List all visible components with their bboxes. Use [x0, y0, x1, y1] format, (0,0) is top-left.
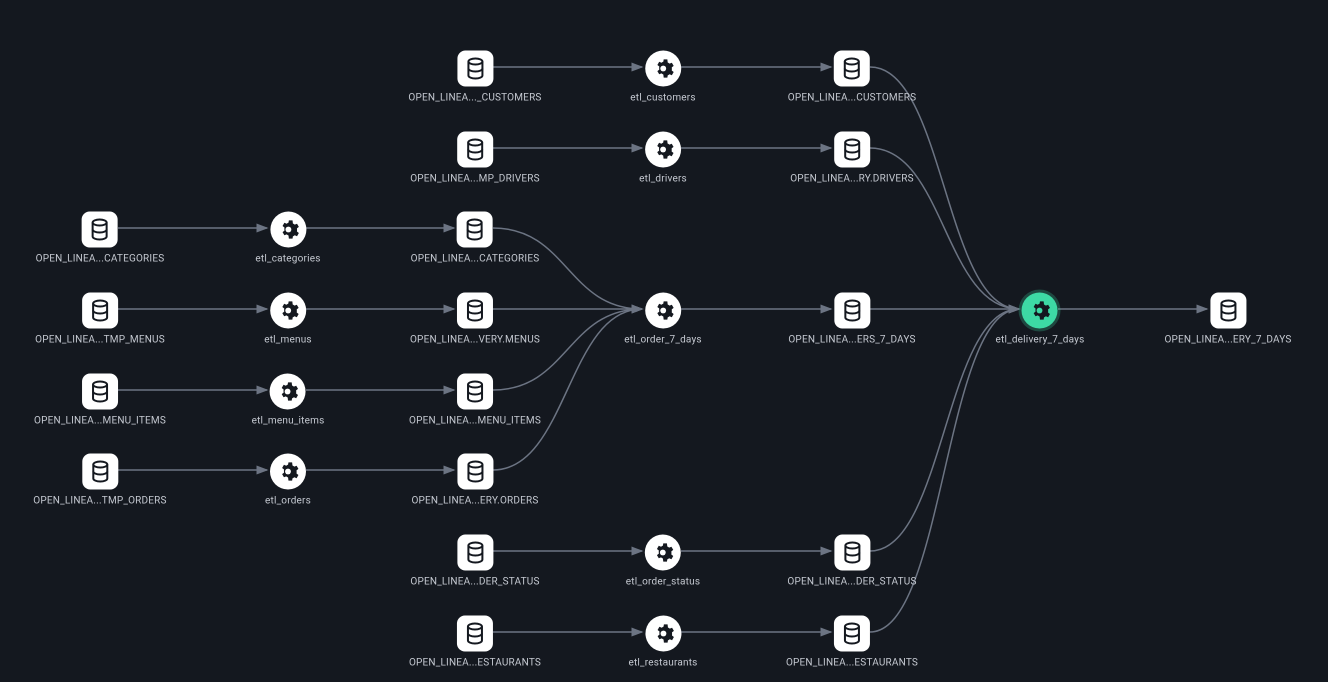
node-label: OPEN_LINEA...DER_STATUS: [410, 577, 539, 588]
gear-icon: [270, 293, 306, 329]
database-icon: [457, 51, 493, 87]
lineage-node-src_order_status[interactable]: OPEN_LINEA...DER_STATUS: [410, 535, 539, 588]
database-icon: [457, 132, 493, 168]
lineage-node-src_categories[interactable]: OPEN_LINEA...CATEGORIES: [36, 212, 165, 265]
lineage-node-tgt_menus[interactable]: OPEN_LINEA...VERY.MENUS: [410, 293, 540, 346]
lineage-node-etl_menus[interactable]: etl_menus: [264, 293, 312, 346]
lineage-node-tgt_orders[interactable]: OPEN_LINEA...ERY.ORDERS: [411, 454, 538, 507]
node-label: OPEN_LINEA...TMP_MENUS: [35, 335, 165, 346]
database-icon: [457, 535, 493, 571]
lineage-node-etl_customers[interactable]: etl_customers: [630, 51, 696, 104]
database-icon: [834, 535, 870, 571]
lineage-node-orders_7_days[interactable]: OPEN_LINEA...ERS_7_DAYS: [788, 293, 915, 346]
database-icon: [834, 51, 870, 87]
gear-icon: [270, 374, 306, 410]
node-label: etl_menu_items: [252, 416, 325, 427]
gear-icon: [645, 293, 681, 329]
lineage-node-tgt_menu_items[interactable]: OPEN_LINEA...MENU_ITEMS: [409, 374, 541, 427]
lineage-node-etl_categories[interactable]: etl_categories: [255, 212, 320, 265]
gear-icon: [645, 616, 681, 652]
lineage-node-tgt_customers[interactable]: OPEN_LINEA...CUSTOMERS: [788, 51, 916, 104]
lineage-node-src_menu_items[interactable]: OPEN_LINEA...MENU_ITEMS: [34, 374, 166, 427]
database-icon: [457, 454, 493, 490]
node-label: OPEN_LINEA...ERY_7_DAYS: [1164, 335, 1291, 346]
database-icon: [834, 616, 870, 652]
lineage-node-delivery_7_days[interactable]: OPEN_LINEA...ERY_7_DAYS: [1164, 293, 1291, 346]
gear-icon: [645, 535, 681, 571]
node-label: OPEN_LINEA...MENU_ITEMS: [409, 416, 541, 427]
node-label: etl_delivery_7_days: [996, 335, 1085, 346]
node-label: OPEN_LINEA...CATEGORIES: [411, 254, 540, 265]
lineage-node-etl_order_7[interactable]: etl_order_7_days: [624, 293, 702, 346]
lineage-node-etl_orders[interactable]: etl_orders: [265, 454, 311, 507]
node-label: OPEN_LINEA...RY.DRIVERS: [790, 174, 914, 185]
node-label: OPEN_LINEA...MP_DRIVERS: [410, 174, 540, 185]
node-label: OPEN_LINEA...ERS_7_DAYS: [788, 335, 915, 346]
lineage-node-src_customers[interactable]: OPEN_LINEA..._CUSTOMERS: [408, 51, 541, 104]
node-label: etl_orders: [265, 496, 311, 507]
node-label: etl_drivers: [639, 174, 687, 185]
gear-icon: [270, 212, 306, 248]
database-icon: [82, 293, 118, 329]
lineage-node-tgt_order_status[interactable]: OPEN_LINEA...DER_STATUS: [787, 535, 916, 588]
gear-icon: [645, 51, 681, 87]
node-label: etl_categories: [255, 254, 320, 265]
lineage-node-etl_order_status[interactable]: etl_order_status: [626, 535, 700, 588]
database-icon: [457, 212, 493, 248]
node-label: etl_restaurants: [628, 658, 697, 669]
database-icon: [834, 132, 870, 168]
node-label: etl_menus: [264, 335, 312, 346]
lineage-node-etl_delivery_7[interactable]: etl_delivery_7_days: [996, 293, 1085, 346]
lineage-node-src_orders[interactable]: OPEN_LINEA...TMP_ORDERS: [33, 454, 166, 507]
database-icon: [82, 454, 118, 490]
database-icon: [834, 293, 870, 329]
node-label: etl_customers: [630, 93, 696, 104]
lineage-node-src_drivers[interactable]: OPEN_LINEA...MP_DRIVERS: [410, 132, 540, 185]
node-label: OPEN_LINEA...ERY.ORDERS: [411, 496, 538, 507]
database-icon: [457, 293, 493, 329]
lineage-node-tgt_drivers[interactable]: OPEN_LINEA...RY.DRIVERS: [790, 132, 914, 185]
lineage-node-etl_drivers[interactable]: etl_drivers: [639, 132, 687, 185]
node-label: OPEN_LINEA...ESTAURANTS: [409, 658, 541, 669]
database-icon: [457, 374, 493, 410]
gear-icon: [645, 132, 681, 168]
node-label: OPEN_LINEA...VERY.MENUS: [410, 335, 540, 346]
database-icon: [457, 616, 493, 652]
database-icon: [82, 374, 118, 410]
gear-icon: [1022, 293, 1058, 329]
node-label: OPEN_LINEA...ESTAURANTS: [786, 658, 918, 669]
lineage-node-etl_menu_items[interactable]: etl_menu_items: [252, 374, 325, 427]
node-label: OPEN_LINEA...CATEGORIES: [36, 254, 165, 265]
node-label: etl_order_7_days: [624, 335, 702, 346]
gear-icon: [270, 454, 306, 490]
lineage-node-src_restaurants[interactable]: OPEN_LINEA...ESTAURANTS: [409, 616, 541, 669]
lineage-node-src_menus[interactable]: OPEN_LINEA...TMP_MENUS: [35, 293, 165, 346]
lineage-node-tgt_restaurants[interactable]: OPEN_LINEA...ESTAURANTS: [786, 616, 918, 669]
database-icon: [82, 212, 118, 248]
lineage-graph-canvas[interactable]: OPEN_LINEA..._CUSTOMERS etl_customers OPEN…: [0, 0, 1328, 682]
node-label: OPEN_LINEA...TMP_ORDERS: [33, 496, 166, 507]
node-label: OPEN_LINEA...MENU_ITEMS: [34, 416, 166, 427]
node-label: etl_order_status: [626, 577, 700, 588]
lineage-node-etl_restaurants[interactable]: etl_restaurants: [628, 616, 697, 669]
node-label: OPEN_LINEA..._CUSTOMERS: [408, 93, 541, 104]
node-label: OPEN_LINEA...CUSTOMERS: [788, 93, 916, 104]
database-icon: [1210, 293, 1246, 329]
node-label: OPEN_LINEA...DER_STATUS: [787, 577, 916, 588]
lineage-node-tgt_categories[interactable]: OPEN_LINEA...CATEGORIES: [411, 212, 540, 265]
